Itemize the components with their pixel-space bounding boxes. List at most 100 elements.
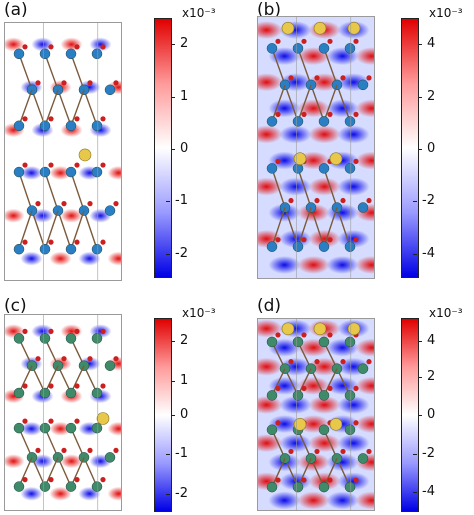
metal-atom xyxy=(344,390,356,401)
bond xyxy=(271,207,286,247)
bond xyxy=(44,171,59,211)
bond xyxy=(336,207,351,247)
oxygen-atom xyxy=(366,197,372,204)
oxygen-atom xyxy=(366,75,372,81)
charge-depletion xyxy=(268,151,301,170)
bond xyxy=(31,89,46,127)
bond xyxy=(70,89,85,127)
bond xyxy=(57,210,72,250)
charge-depletion xyxy=(89,37,112,52)
oxygen-atom xyxy=(353,420,359,426)
colorbar-tick: 2 xyxy=(417,369,436,384)
intercalated-atom xyxy=(347,322,361,336)
colorbar-tick: -2 xyxy=(413,193,435,208)
bond xyxy=(57,89,72,127)
bond xyxy=(323,84,338,122)
bond xyxy=(18,427,33,458)
oxygen-atom xyxy=(87,356,93,362)
charge-depletion xyxy=(326,491,359,510)
oxygen-atom xyxy=(100,44,106,50)
metal-atom xyxy=(65,387,77,399)
metal-atom xyxy=(91,166,103,178)
charge-depletion xyxy=(268,491,301,510)
charge-accumulation xyxy=(308,125,341,144)
oxygen-atom xyxy=(61,201,67,207)
charge-accumulation xyxy=(107,251,121,266)
oxygen-atom xyxy=(100,162,106,168)
oxygen-atom xyxy=(22,239,28,245)
map-background xyxy=(5,23,121,280)
oxygen-atom xyxy=(48,239,54,245)
bond xyxy=(297,84,312,122)
oxygen-atom xyxy=(113,201,119,207)
colorbar-tick: -2 xyxy=(166,486,188,501)
oxygen-atom xyxy=(301,237,307,243)
panel-label: (a) xyxy=(4,0,28,20)
metal-atom xyxy=(266,241,278,252)
bond xyxy=(323,207,338,247)
oxygen-atom xyxy=(22,418,28,424)
oxygen-atom xyxy=(340,197,346,204)
charge-accumulation xyxy=(5,208,25,223)
oxygen-atom xyxy=(100,383,106,389)
metal-atom xyxy=(91,333,103,344)
metal-atom xyxy=(344,424,356,436)
colorbar-tick: -4 xyxy=(413,484,435,499)
metal-atom xyxy=(39,422,51,434)
metal-atom xyxy=(318,163,330,174)
colorbar xyxy=(154,318,172,512)
metal-atom xyxy=(91,387,103,399)
colorbar-tick: 2 xyxy=(170,333,189,348)
charge-accumulation xyxy=(258,357,283,376)
charge-depletion xyxy=(78,251,101,266)
charge-depletion xyxy=(20,251,43,266)
oxygen-atom xyxy=(48,116,54,122)
oxygen-atom xyxy=(288,197,294,204)
intercalated-atom xyxy=(347,21,361,35)
metal-atom xyxy=(318,336,330,348)
oxygen-atom xyxy=(314,448,320,455)
oxygen-atom xyxy=(314,75,320,81)
charge-depletion xyxy=(31,37,54,52)
metal-atom xyxy=(357,363,369,374)
charge-accumulation xyxy=(107,486,121,501)
intercalated-atom xyxy=(96,412,110,425)
bond xyxy=(297,48,312,86)
oxygen-atom xyxy=(301,385,307,391)
charge-accumulation xyxy=(308,229,341,248)
oxygen-atom xyxy=(353,38,359,44)
panel-label: (b) xyxy=(257,0,282,20)
metal-atom xyxy=(39,48,51,60)
charge-density-map xyxy=(257,16,375,279)
metal-atom xyxy=(357,453,369,464)
bond xyxy=(297,168,312,208)
intercalated-atom xyxy=(313,21,327,35)
oxygen-atom xyxy=(301,477,307,483)
intercalated-atom xyxy=(293,152,307,166)
metal-atom xyxy=(104,360,116,371)
charge-accumulation xyxy=(5,454,25,469)
colorbar-tick: 2 xyxy=(170,36,189,51)
charge-accumulation xyxy=(355,338,374,357)
metal-atom xyxy=(344,481,356,493)
charge-accumulation xyxy=(60,324,83,339)
oxygen-atom xyxy=(327,332,333,338)
bond xyxy=(336,84,351,122)
bond xyxy=(31,210,46,250)
oxygen-atom xyxy=(327,237,333,243)
metal-atom xyxy=(65,166,77,178)
colorbar-tick: 4 xyxy=(417,36,436,51)
colorbar xyxy=(401,318,419,512)
oxygen-atom xyxy=(22,116,28,122)
oxygen-atom xyxy=(353,477,359,483)
charge-density-map xyxy=(4,22,122,281)
bond xyxy=(271,84,286,122)
charge-accumulation xyxy=(107,165,121,180)
metal-atom xyxy=(344,336,356,348)
metal-atom xyxy=(65,422,77,434)
oxygen-atom xyxy=(74,418,80,424)
charge-depletion xyxy=(337,125,370,144)
charge-accumulation xyxy=(308,434,341,453)
oxygen-atom xyxy=(48,44,54,50)
charge-accumulation xyxy=(297,203,330,222)
